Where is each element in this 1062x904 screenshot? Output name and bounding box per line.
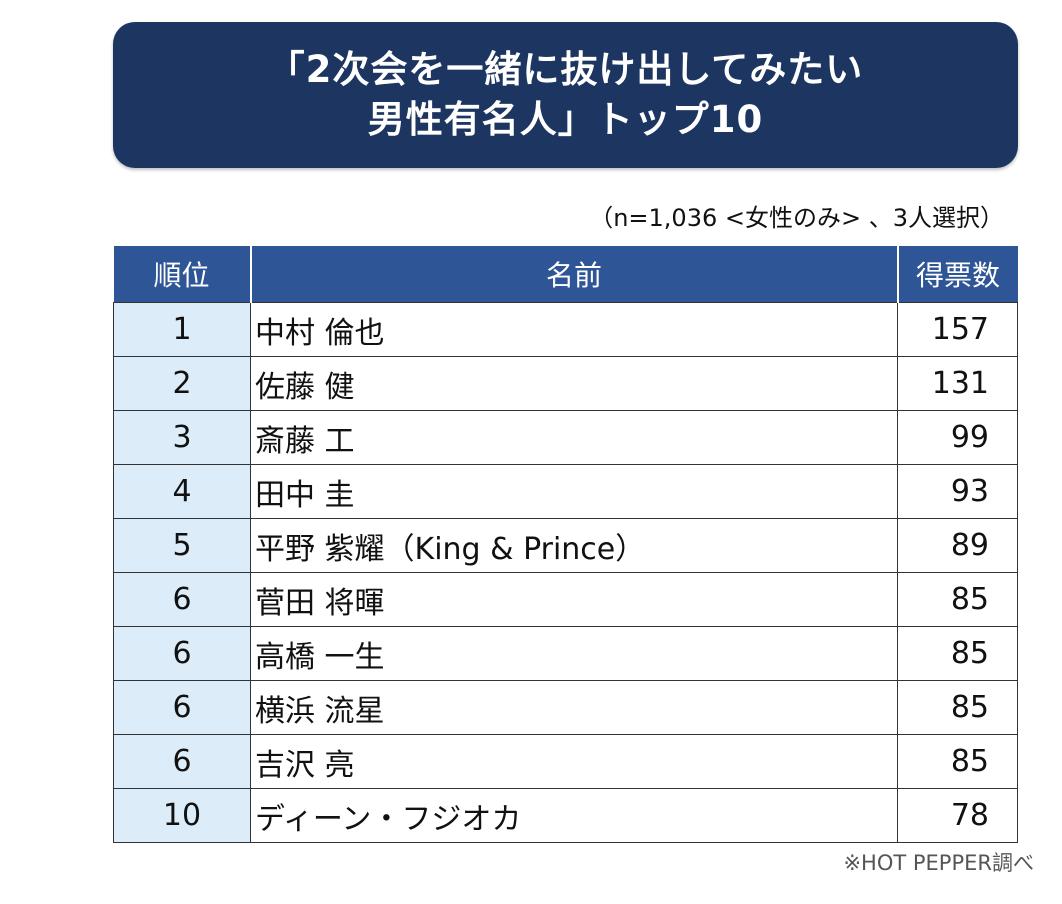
name-cell: 中村 倫也 bbox=[250, 302, 898, 357]
votes-cell: 85 bbox=[897, 626, 1018, 681]
rank-cell: 2 bbox=[113, 356, 251, 411]
table-row: 6 高橋 一生 85 bbox=[113, 626, 1018, 681]
votes-cell: 85 bbox=[897, 734, 1018, 789]
table-body: 1 中村 倫也 157 2 佐藤 健 131 3 斎藤 工 99 4 田中 圭 93 5 平野 紫耀（Ki… bbox=[113, 302, 1018, 843]
column-header-name: 名前 bbox=[249, 246, 899, 303]
table-row: 10 ディーン・フジオカ 78 bbox=[113, 788, 1018, 843]
title-line-2: 男性有名人」トップ10 bbox=[367, 98, 764, 141]
name-cell: ディーン・フジオカ bbox=[250, 788, 898, 843]
column-header-rank: 順位 bbox=[113, 246, 252, 303]
table-row: 6 横浜 流星 85 bbox=[113, 680, 1018, 735]
name-cell: 高橋 一生 bbox=[250, 626, 898, 681]
title-line-1: 「2次会を一緒に抜け出してみたい bbox=[267, 48, 864, 91]
table-row: 6 吉沢 亮 85 bbox=[113, 734, 1018, 789]
table-row: 3 斎藤 工 99 bbox=[113, 410, 1018, 465]
rank-cell: 6 bbox=[113, 680, 251, 735]
rank-cell: 1 bbox=[113, 302, 251, 357]
rank-cell: 5 bbox=[113, 518, 251, 573]
table-row: 6 菅田 将暉 85 bbox=[113, 572, 1018, 627]
rank-cell: 3 bbox=[113, 410, 251, 465]
name-cell: 吉沢 亮 bbox=[250, 734, 898, 789]
name-cell: 斎藤 工 bbox=[250, 410, 898, 465]
rank-cell: 6 bbox=[113, 572, 251, 627]
votes-cell: 85 bbox=[897, 680, 1018, 735]
table-header-row: 順位 名前 得票数 bbox=[113, 246, 1018, 303]
name-cell: 佐藤 健 bbox=[250, 356, 898, 411]
rank-cell: 4 bbox=[113, 464, 251, 519]
column-header-votes: 得票数 bbox=[896, 246, 1018, 303]
rank-cell: 10 bbox=[113, 788, 251, 843]
title-banner: 「2次会を一緒に抜け出してみたい 男性有名人」トップ10 bbox=[113, 22, 1018, 168]
rank-cell: 6 bbox=[113, 626, 251, 681]
table-row: 4 田中 圭 93 bbox=[113, 464, 1018, 519]
sample-note: （n=1,036 <女性のみ> 、3人選択） bbox=[589, 204, 1004, 232]
table-row: 5 平野 紫耀（King & Prince） 89 bbox=[113, 518, 1018, 573]
rank-cell: 6 bbox=[113, 734, 251, 789]
name-cell: 田中 圭 bbox=[250, 464, 898, 519]
votes-cell: 157 bbox=[897, 302, 1018, 357]
votes-cell: 93 bbox=[897, 464, 1018, 519]
votes-cell: 85 bbox=[897, 572, 1018, 627]
votes-cell: 99 bbox=[897, 410, 1018, 465]
votes-cell: 89 bbox=[897, 518, 1018, 573]
name-cell: 菅田 将暉 bbox=[250, 572, 898, 627]
table-row: 1 中村 倫也 157 bbox=[113, 302, 1018, 357]
votes-cell: 131 bbox=[897, 356, 1018, 411]
votes-cell: 78 bbox=[897, 788, 1018, 843]
table-row: 2 佐藤 健 131 bbox=[113, 356, 1018, 411]
name-cell: 横浜 流星 bbox=[250, 680, 898, 735]
source-note: ※HOT PEPPER調べ bbox=[843, 851, 1034, 875]
name-cell: 平野 紫耀（King & Prince） bbox=[250, 518, 898, 573]
